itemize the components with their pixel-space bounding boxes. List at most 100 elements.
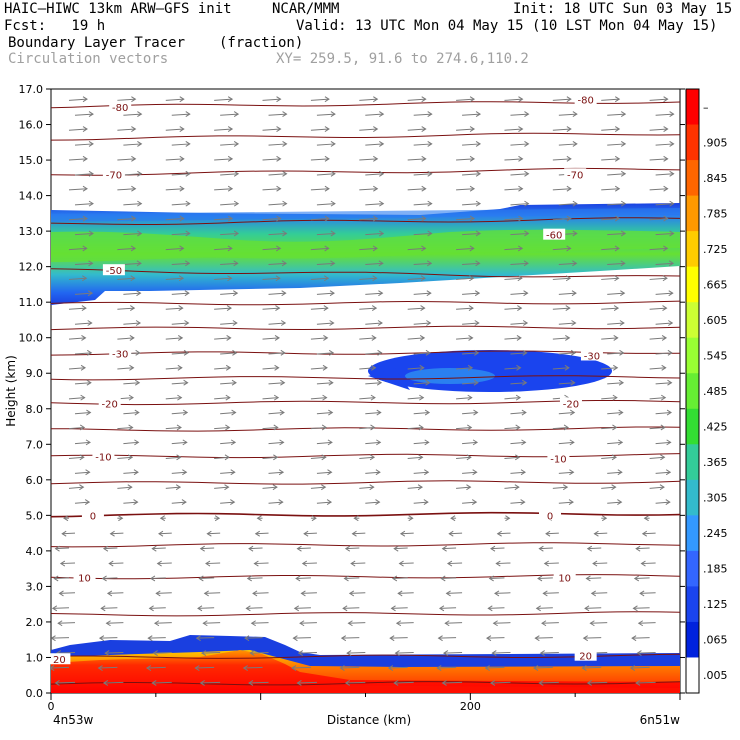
contour-label: -60 [546,231,562,242]
wind-vector-head [88,141,94,147]
midlevel-tracer-core [405,368,495,384]
wind-vector [607,143,626,146]
wind-vector [541,622,559,624]
wind-vector-head [469,275,475,282]
wind-vector-head [182,409,189,416]
vectors-label: Circulation vectors [8,51,169,67]
wind-vector [456,98,475,101]
wind-vector-head [376,439,382,446]
wind-vector [640,592,656,594]
wind-vector-head [321,454,327,461]
y-tick-label: 15.0 [19,154,44,167]
wind-vector [552,367,569,370]
wind-vector [490,547,505,550]
wind-vector [655,412,672,415]
wind-vector-head [185,141,191,147]
wind-vector-head [276,96,282,103]
wind-vector [504,486,519,489]
wind-vector-head [667,349,673,356]
wind-vector-head [468,305,474,312]
wind-vector-head [137,170,143,177]
wind-vector-head [387,665,394,671]
wind-vector-head [232,290,239,297]
wind-vector [438,637,457,639]
wind-vector [456,456,471,460]
wind-vector [488,607,505,609]
wind-vector-head [421,126,427,132]
wind-vector-head [469,155,476,162]
wind-vector-head [612,394,618,401]
wind-vector [462,501,477,504]
wind-vector [117,277,135,280]
wind-vector [316,292,335,295]
wind-vector [497,532,511,535]
wind-vector-head [585,575,591,582]
wind-vector [462,322,479,325]
wind-vector-head [226,335,232,341]
wind-vector-head [158,530,164,537]
wind-vector [407,247,426,251]
wind-vector [268,232,287,236]
wind-vector [345,681,366,684]
wind-vector [153,651,172,654]
wind-vector-head [475,230,481,237]
wind-vector-head [521,439,527,446]
wind-vector-head [150,575,156,582]
wind-vector-head [51,665,55,671]
wind-vector-head [620,290,626,297]
wind-vector [316,203,335,206]
wind-vector [601,98,620,101]
wind-vector-head [375,469,381,476]
wind-vector [316,143,335,146]
wind-vector-head [82,185,88,192]
wind-vector-head [524,170,530,177]
wind-vector [262,307,280,310]
wind-vector [292,666,311,669]
wind-vector-head [475,141,482,147]
wind-vector-head [373,96,379,103]
wind-vector-head [57,620,63,627]
wind-vector [297,681,317,684]
wind-vector-head [394,650,400,657]
wind-vector-head [86,379,92,386]
colorbar-swatch [686,550,699,587]
wind-vector [220,232,239,236]
wind-vector [601,426,617,430]
wind-vector-head [424,469,430,476]
wind-vector-head [666,439,672,446]
wind-vector [407,367,424,370]
wind-vector [165,188,184,191]
wind-vector [655,173,674,176]
left-endpoint: 4n53w [53,713,94,727]
wind-vector [607,501,622,504]
wind-vector-head [233,230,240,237]
wind-vector-head [178,275,185,282]
y-tick-label: 17.0 [19,83,44,96]
wind-vector-head [570,409,576,416]
y-tick-label: 14.0 [19,190,44,203]
wind-vector-head [371,364,377,371]
wind-vector-head [178,305,184,312]
contour-label-bg [73,571,96,583]
wind-vector-head [571,320,577,326]
wind-vector-head [669,170,675,177]
wind-vector [214,456,229,460]
contour-label-bg [564,168,587,180]
wind-vector [649,277,667,280]
wind-vector-head [661,364,667,371]
wind-vector [249,681,269,684]
wind-vector-head [669,111,675,118]
wind-vector-head [633,575,640,582]
wind-vector [462,203,481,206]
contour-label-bg [102,168,125,180]
wind-vector [316,382,333,385]
wind-vector-head [632,605,638,612]
wind-vector [214,337,231,340]
wind-vector [59,592,76,594]
wind-vector-head [153,620,160,627]
wind-vector-head [226,305,232,312]
wind-vector-head [329,290,335,297]
wind-vector [214,486,229,489]
y-tick-label: 12.0 [19,261,44,274]
wind-vector [504,426,520,430]
